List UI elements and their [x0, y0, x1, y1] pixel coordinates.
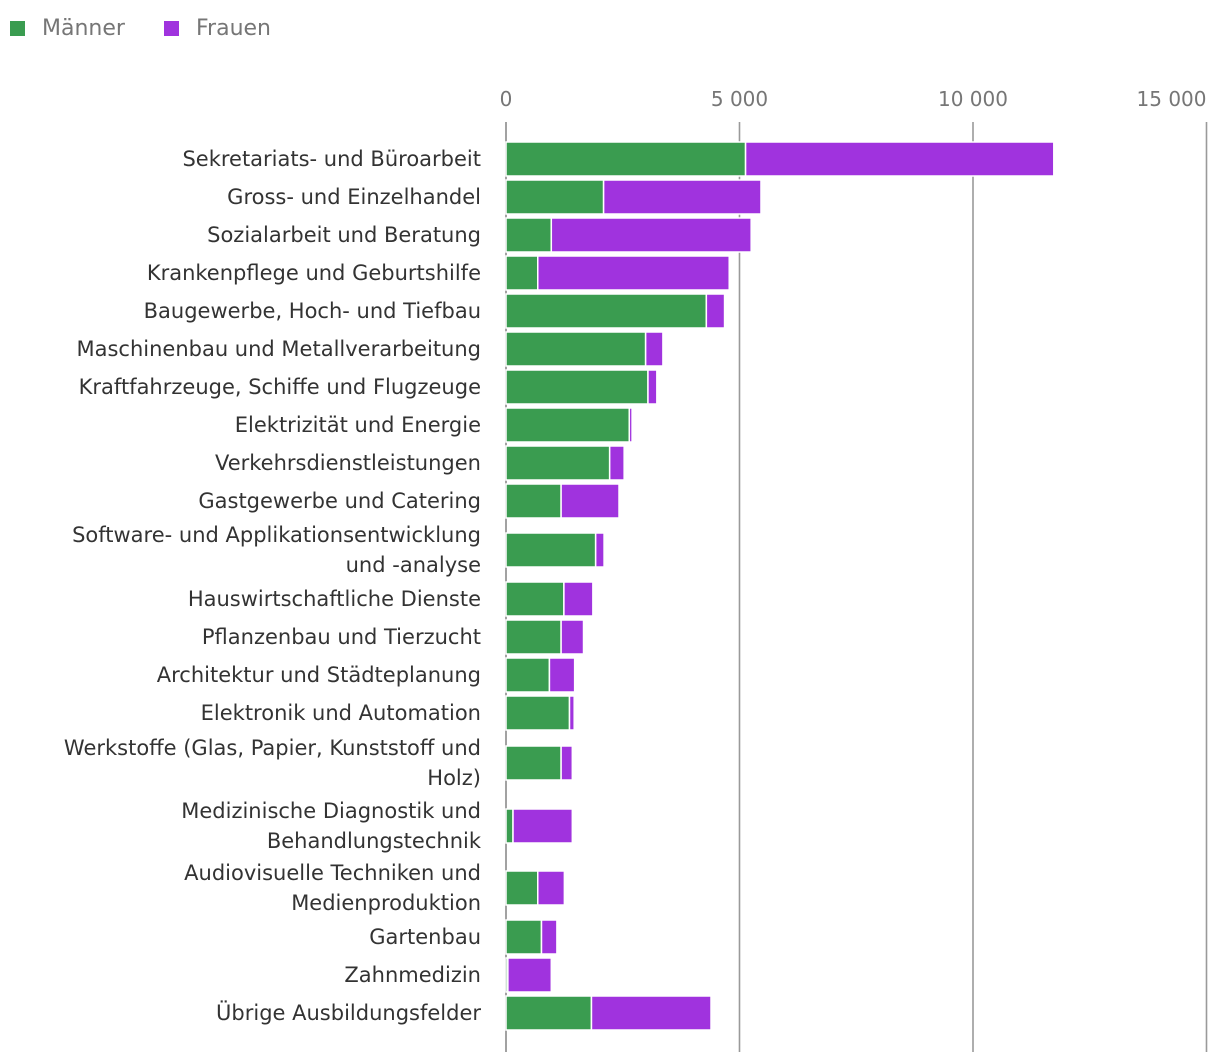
bar-frauen-hauswirtschaftliche-dienste	[563, 581, 594, 617]
category-label: Gross- und Einzelhandel	[227, 185, 481, 209]
category-label: Sekretariats- und Büroarbeit	[182, 147, 481, 171]
category-label: Pflanzenbau und Tierzucht	[202, 625, 481, 649]
bar-maenner-hauswirtschaftliche-dienste	[505, 581, 565, 617]
legend-label-frauen: Frauen	[196, 16, 271, 41]
category-label: Audiovisuelle Techniken und Medienprodukt…	[184, 861, 481, 915]
bar-frauen-pflanzenbau-und-tierzucht	[560, 619, 585, 655]
category-label: Sozialarbeit und Beratung	[207, 223, 481, 247]
category-label: Baugewerbe, Hoch- und Tiefbau	[144, 299, 481, 323]
x-tick-label: 15 000	[1137, 87, 1207, 111]
category-label: Gastgewerbe und Catering	[198, 489, 481, 513]
bar-frauen-sekretariats-und-bueroarbeit	[744, 141, 1055, 177]
bar-frauen-sozialarbeit-und-beratung	[550, 217, 752, 253]
bar-maenner-krankenpflege-und-geburtshilfe	[505, 255, 539, 291]
bar-frauen-kraftfahrzeuge-schiffe-und-flugzeuge	[647, 369, 658, 405]
bars	[505, 141, 1055, 1031]
bar-frauen-software-und-applikationsentwicklung-und-analyse	[594, 532, 605, 568]
bar-frauen-werkstoffe-glas-papier-kunststoff-und-holz	[560, 745, 574, 781]
category-label: Medizinische Diagnostik und Behandlungste…	[181, 799, 482, 853]
category-label: Hauswirtschaftliche Dienste	[188, 587, 481, 611]
bar-frauen-maschinenbau-und-metallverarbeitung	[644, 331, 664, 367]
bar-maenner-elektronik-und-automation	[505, 695, 571, 731]
bar-maenner-gastgewerbe-und-catering	[505, 483, 562, 519]
bar-frauen-uebrige-ausbildungsfelder	[590, 995, 712, 1031]
bar-maenner-pflanzenbau-und-tierzucht	[505, 619, 562, 655]
category-label: Krankenpflege und Geburtshilfe	[147, 261, 481, 285]
bar-maenner-verkehrsdienstleistungen	[505, 445, 611, 481]
category-label: Werkstoffe (Glas, Papier, Kunststoff und…	[64, 736, 481, 790]
category-label: Kraftfahrzeuge, Schiffe und Flugzeuge	[79, 375, 481, 399]
bar-frauen-audiovisuelle-techniken-und-medienproduktion	[537, 870, 566, 906]
category-label: Architektur und Städteplanung	[157, 663, 481, 687]
category-label: Elektrizität und Energie	[235, 413, 481, 437]
bar-maenner-gartenbau	[505, 919, 543, 955]
bar-frauen-gastgewerbe-und-catering	[560, 483, 620, 519]
bar-frauen-elektrizitaet-und-energie	[628, 407, 633, 443]
bar-frauen-gross-und-einzelhandel	[602, 179, 762, 215]
x-axis-ticks: 0 5 000 10 000 15 000	[500, 87, 1207, 111]
category-label: Zahnmedizin	[344, 963, 481, 987]
category-label: Maschinenbau und Metallverarbeitung	[76, 337, 481, 361]
bar-maenner-audiovisuelle-techniken-und-medienproduktion	[505, 870, 539, 906]
bar-maenner-uebrige-ausbildungsfelder	[505, 995, 593, 1031]
bar-frauen-krankenpflege-und-geburtshilfe	[537, 255, 730, 291]
bar-frauen-gartenbau	[540, 919, 558, 955]
bar-frauen-elektronik-und-automation	[568, 695, 575, 731]
bar-maenner-software-und-applikationsentwicklung-und-analyse	[505, 532, 597, 568]
bar-maenner-medizinische-diagnostik-und-behandlungstechnik	[505, 808, 514, 844]
bar-frauen-medizinische-diagnostik-und-behandlungstechnik	[512, 808, 574, 844]
bar-frauen-baugewerbe-hoch-und-tiefbau	[705, 293, 726, 329]
bar-frauen-zahnmedizin	[507, 957, 553, 993]
bar-maenner-sekretariats-und-bueroarbeit	[505, 141, 747, 177]
bar-frauen-verkehrsdienstleistungen	[608, 445, 625, 481]
category-label: Verkehrsdienstleistungen	[215, 451, 481, 475]
category-label: Software- und Applikationsentwicklung und…	[72, 523, 481, 577]
bar-maenner-sozialarbeit-und-beratung	[505, 217, 553, 253]
legend-swatch-maenner	[10, 21, 25, 36]
legend-swatch-frauen	[164, 21, 179, 36]
legend: Männer Frauen	[10, 16, 271, 41]
category-labels: Sekretariats- und Büroarbeit Gross- und E…	[64, 147, 482, 1025]
bar-maenner-kraftfahrzeuge-schiffe-und-flugzeuge	[505, 369, 649, 405]
category-label: Elektronik und Automation	[201, 701, 481, 725]
bar-maenner-architektur-und-staedteplanung	[505, 657, 551, 693]
x-tick-label: 10 000	[938, 87, 1008, 111]
bar-maenner-gross-und-einzelhandel	[505, 179, 605, 215]
category-label: Gartenbau	[369, 925, 481, 949]
category-label: Übrige Ausbildungsfelder	[216, 1000, 481, 1025]
legend-label-maenner: Männer	[42, 16, 126, 41]
bar-frauen-architektur-und-staedteplanung	[548, 657, 576, 693]
bar-maenner-maschinenbau-und-metallverarbeitung	[505, 331, 647, 367]
x-tick-label: 0	[500, 87, 513, 111]
bar-maenner-werkstoffe-glas-papier-kunststoff-und-holz	[505, 745, 562, 781]
bar-maenner-baugewerbe-hoch-und-tiefbau	[505, 293, 708, 329]
bar-maenner-elektrizitaet-und-energie	[505, 407, 631, 443]
x-tick-label: 5 000	[711, 87, 768, 111]
